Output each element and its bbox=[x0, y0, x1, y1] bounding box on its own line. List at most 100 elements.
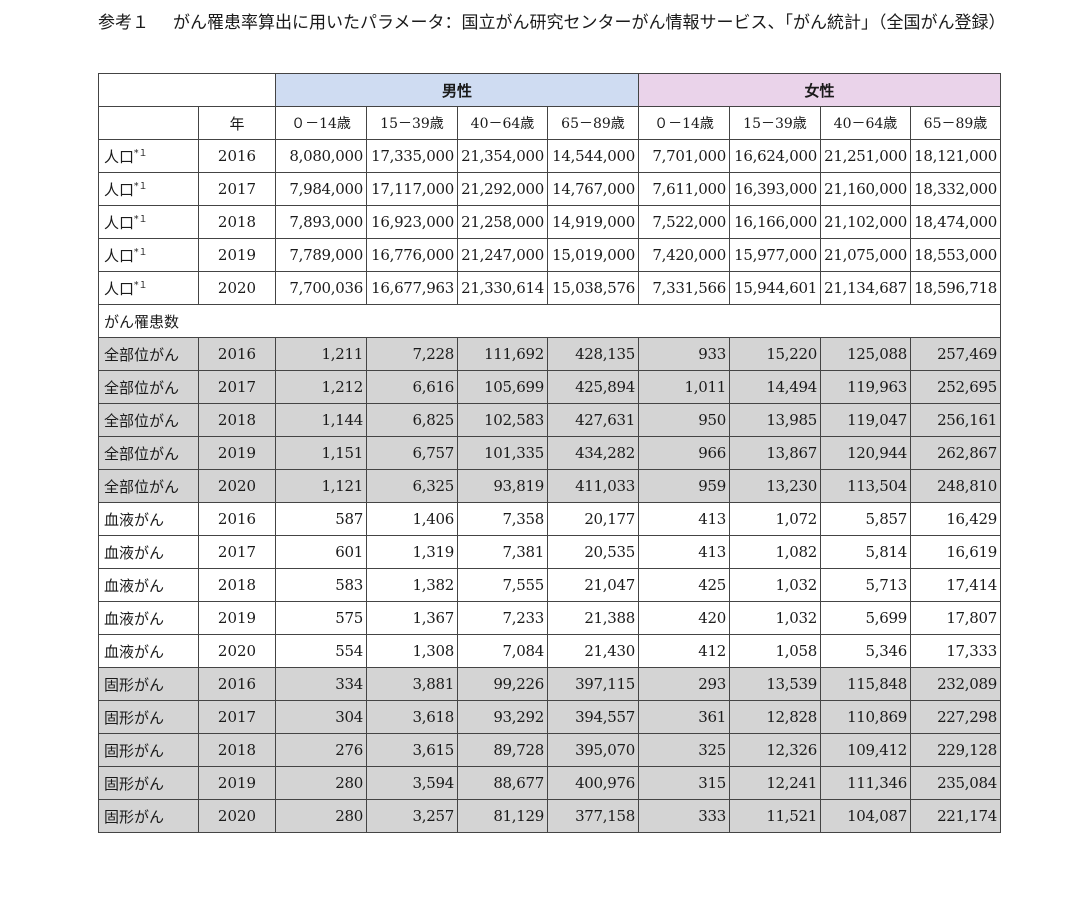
value-cell: 276 bbox=[275, 733, 367, 767]
year-cell: 2019 bbox=[198, 238, 276, 272]
value-cell: 16,619 bbox=[910, 535, 1001, 569]
cancer-row: 血液がん 2018 583 1,382 7,555 21,047 425 1,032 5,713… bbox=[98, 568, 1001, 602]
value-cell: 102,583 bbox=[457, 403, 548, 437]
row-label: 全部位がん bbox=[98, 337, 199, 371]
age-header-row: 年 ０－14歳 15－39歳 40－64歳 65－89歳 ０－14歳 15－39歳 40－6… bbox=[98, 106, 1001, 140]
value-cell: 6,825 bbox=[366, 403, 458, 437]
value-cell: 12,828 bbox=[729, 700, 821, 734]
row-label: 人口*１ bbox=[98, 238, 199, 272]
row-label-text: 人口 bbox=[104, 180, 135, 199]
value-cell: 427,631 bbox=[547, 403, 639, 437]
row-label-text: 固形がん bbox=[104, 774, 165, 793]
row-label: 全部位がん bbox=[98, 403, 199, 437]
value-cell: 6,757 bbox=[366, 436, 458, 470]
cancer-row: 血液がん 2017 601 1,319 7,381 20,535 413 1,082 5,814… bbox=[98, 535, 1001, 569]
value-cell: 257,469 bbox=[910, 337, 1001, 371]
value-cell: 6,325 bbox=[366, 469, 458, 503]
value-cell: 16,624,000 bbox=[729, 139, 821, 173]
value-cell: 12,241 bbox=[729, 766, 821, 800]
value-cell: 334 bbox=[275, 667, 367, 701]
value-cell: 21,292,000 bbox=[457, 172, 548, 206]
value-cell: 8,080,000 bbox=[275, 139, 367, 173]
row-label: 固形がん bbox=[98, 700, 199, 734]
row-label: 固形がん bbox=[98, 667, 199, 701]
population-row: 人口*１ 2018 7,893,000 16,923,000 21,258,000 14,… bbox=[98, 205, 1001, 239]
value-cell: 111,346 bbox=[820, 766, 911, 800]
value-cell: 394,557 bbox=[547, 700, 639, 734]
value-cell: 1,121 bbox=[275, 469, 367, 503]
header-blank-cell bbox=[98, 73, 276, 107]
value-cell: 12,326 bbox=[729, 733, 821, 767]
value-cell: 413 bbox=[638, 535, 730, 569]
value-cell: 583 bbox=[275, 568, 367, 602]
footnote-marker: *１ bbox=[134, 214, 148, 225]
value-cell: 17,335,000 bbox=[366, 139, 458, 173]
row-label-text: 全部位がん bbox=[104, 477, 180, 496]
row-label-text: 全部位がん bbox=[104, 444, 180, 463]
value-cell: 21,075,000 bbox=[820, 238, 911, 272]
value-cell: 333 bbox=[638, 799, 730, 833]
value-cell: 3,615 bbox=[366, 733, 458, 767]
year-cell: 2017 bbox=[198, 700, 276, 734]
value-cell: 18,121,000 bbox=[910, 139, 1001, 173]
value-cell: 7,789,000 bbox=[275, 238, 367, 272]
row-label: 血液がん bbox=[98, 535, 199, 569]
value-cell: 18,332,000 bbox=[910, 172, 1001, 206]
value-cell: 7,084 bbox=[457, 634, 548, 668]
year-cell: 2017 bbox=[198, 172, 276, 206]
year-cell: 2019 bbox=[198, 436, 276, 470]
value-cell: 1,011 bbox=[638, 370, 730, 404]
value-cell: 109,412 bbox=[820, 733, 911, 767]
value-cell: 425 bbox=[638, 568, 730, 602]
value-cell: 21,047 bbox=[547, 568, 639, 602]
row-label-text: 固形がん bbox=[104, 708, 165, 727]
value-cell: 13,230 bbox=[729, 469, 821, 503]
value-cell: 1,212 bbox=[275, 370, 367, 404]
value-cell: 325 bbox=[638, 733, 730, 767]
year-cell: 2020 bbox=[198, 271, 276, 305]
age-group-header: 15－39歳 bbox=[366, 106, 458, 140]
value-cell: 412 bbox=[638, 634, 730, 668]
value-cell: 959 bbox=[638, 469, 730, 503]
value-cell: 81,129 bbox=[457, 799, 548, 833]
value-cell: 413 bbox=[638, 502, 730, 536]
cancer-row: 固形がん 2017 304 3,618 93,292 394,557 361 12,828 11… bbox=[98, 700, 1001, 734]
value-cell: 17,414 bbox=[910, 568, 1001, 602]
row-label: 人口*１ bbox=[98, 271, 199, 305]
row-label: 血液がん bbox=[98, 502, 199, 536]
value-cell: 18,474,000 bbox=[910, 205, 1001, 239]
row-label: 固形がん bbox=[98, 733, 199, 767]
value-cell: 16,923,000 bbox=[366, 205, 458, 239]
row-label: 血液がん bbox=[98, 568, 199, 602]
value-cell: 7,420,000 bbox=[638, 238, 730, 272]
value-cell: 7,555 bbox=[457, 568, 548, 602]
row-label-text: 固形がん bbox=[104, 807, 165, 826]
table-caption: 参考１ がん罹患率算出に用いたパラメータ：国立がん研究センターがん情報サービス、… bbox=[98, 10, 1018, 36]
value-cell: 14,544,000 bbox=[547, 139, 639, 173]
value-cell: 262,867 bbox=[910, 436, 1001, 470]
row-label-text: 固形がん bbox=[104, 675, 165, 694]
cancer-row: 固形がん 2020 280 3,257 81,129 377,158 333 11,521 10… bbox=[98, 799, 1001, 833]
age-group-header: ０－14歳 bbox=[275, 106, 367, 140]
value-cell: 1,072 bbox=[729, 502, 821, 536]
cancer-row: 固形がん 2016 334 3,881 99,226 397,115 293 13,539 11… bbox=[98, 667, 1001, 701]
cancer-row: 全部位がん 2017 1,212 6,616 105,699 425,894 1,011 14… bbox=[98, 370, 1001, 404]
row-label-text: 人口 bbox=[104, 279, 135, 298]
value-cell: 6,616 bbox=[366, 370, 458, 404]
year-cell: 2020 bbox=[198, 634, 276, 668]
value-cell: 21,102,000 bbox=[820, 205, 911, 239]
value-cell: 1,382 bbox=[366, 568, 458, 602]
value-cell: 125,088 bbox=[820, 337, 911, 371]
value-cell: 397,115 bbox=[547, 667, 639, 701]
year-cell: 2020 bbox=[198, 469, 276, 503]
caption-text: がん罹患率算出に用いたパラメータ：国立がん研究センターがん情報サービス、「がん統… bbox=[173, 13, 1006, 33]
year-cell: 2016 bbox=[198, 337, 276, 371]
value-cell: 1,151 bbox=[275, 436, 367, 470]
value-cell: 17,807 bbox=[910, 601, 1001, 635]
value-cell: 7,331,566 bbox=[638, 271, 730, 305]
group-header-row: 男性 女性 bbox=[98, 73, 1001, 107]
row-label-text: 血液がん bbox=[104, 642, 165, 661]
value-cell: 7,522,000 bbox=[638, 205, 730, 239]
value-cell: 554 bbox=[275, 634, 367, 668]
value-cell: 16,677,963 bbox=[366, 271, 458, 305]
